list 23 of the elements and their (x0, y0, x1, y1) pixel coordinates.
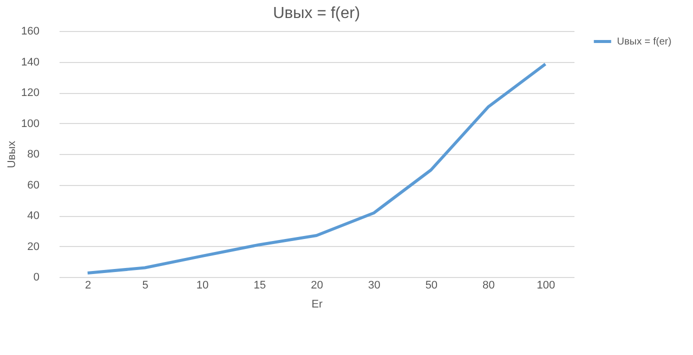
line-series (86, 62, 547, 275)
x-tick-label: 10 (196, 280, 209, 292)
x-tick-label: 30 (368, 280, 380, 292)
y-tick-label: 80 (27, 148, 40, 160)
y-tick-label: 40 (27, 210, 40, 222)
chart-title: Uвых = f(er) (272, 5, 360, 22)
y-tick-label: 0 (33, 272, 40, 284)
x-tick-label: 15 (254, 280, 266, 292)
y-axis-title: Uвых (6, 140, 18, 168)
y-tick-label: 120 (21, 87, 40, 99)
y-tick-label: 140 (21, 56, 40, 68)
y-tick-label: 160 (21, 26, 40, 38)
x-axis-title: Er (312, 298, 323, 310)
y-tick-label: 20 (27, 240, 40, 253)
x-tick-label: 2 (85, 280, 92, 292)
x-tick-label: 5 (142, 280, 148, 292)
y-tick-label: 100 (21, 118, 40, 130)
y-tick-label: 60 (27, 179, 40, 192)
x-tick-label: 20 (310, 280, 324, 292)
x-tick-label: 50 (425, 280, 438, 292)
x-tick-label: 100 (536, 280, 556, 292)
legend-label: Uвых = f(er) (617, 36, 672, 48)
x-tick-label: 80 (482, 280, 495, 292)
